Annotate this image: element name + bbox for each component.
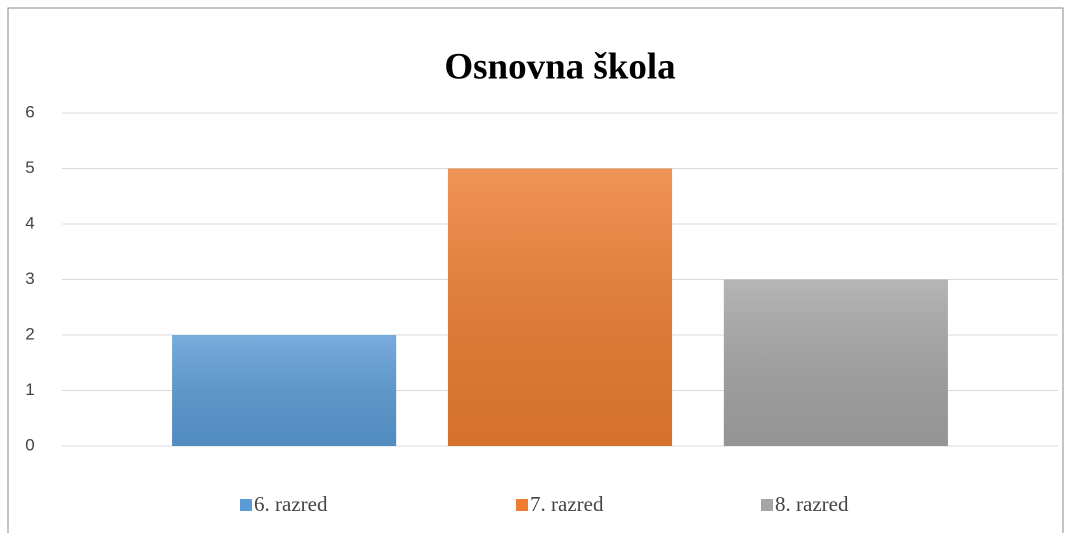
y-tick-label: 0 bbox=[25, 435, 34, 454]
legend-swatch bbox=[761, 499, 773, 511]
bar-shading bbox=[172, 335, 397, 446]
chart-title: Osnovna škola bbox=[444, 46, 675, 87]
y-tick-label: 2 bbox=[25, 324, 34, 343]
bar-shading bbox=[723, 279, 948, 446]
y-tick-label: 6 bbox=[25, 102, 34, 121]
legend-label: 6. razred bbox=[254, 492, 328, 516]
legend-label: 8. razred bbox=[775, 492, 849, 516]
legend-label: 7. razred bbox=[530, 492, 604, 516]
y-tick-label: 5 bbox=[25, 158, 34, 177]
bar-shading bbox=[447, 168, 673, 446]
legend-swatch bbox=[240, 499, 252, 511]
y-tick-label: 3 bbox=[25, 269, 34, 288]
y-tick-label: 4 bbox=[25, 213, 34, 232]
chart-frame bbox=[7, 7, 1064, 538]
legend-swatch bbox=[516, 499, 528, 511]
y-tick-label: 1 bbox=[25, 380, 34, 399]
